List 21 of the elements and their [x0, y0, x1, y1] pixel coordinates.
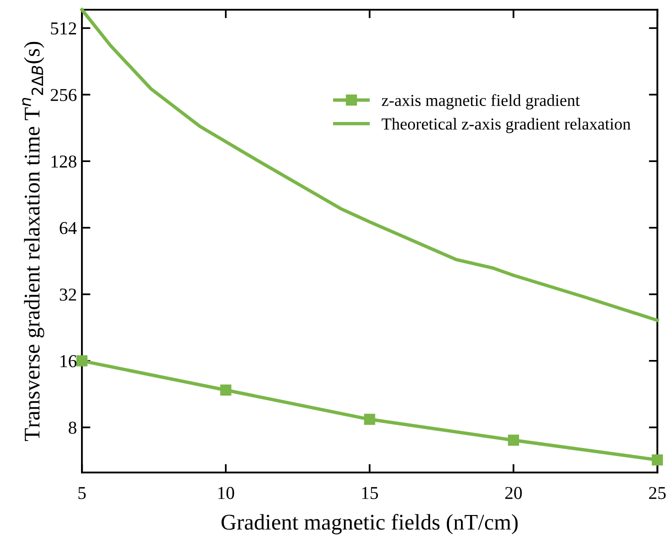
- legend-label: z-axis magnetic field gradient: [382, 94, 580, 110]
- y-tick-label: 512: [51, 22, 76, 35]
- x-axis-title: Gradient magnetic fields (nT/cm): [222, 514, 518, 534]
- y-axis-title: Transverse gradient relaxation time T$^{n}$$_{2ΔB}$(s): [22, 42, 44, 442]
- y-tick-label: 64: [60, 222, 77, 234]
- legend-label: Theoretical z-axis gradient relaxation: [382, 118, 631, 134]
- y-tick-label: 8: [68, 422, 76, 434]
- x-tick-label: 10: [218, 486, 234, 500]
- y-tick-label: 16: [60, 355, 77, 368]
- point: [76, 355, 88, 366]
- x-tick-label: 5: [78, 487, 86, 500]
- point: [220, 384, 232, 396]
- y-tick-label: 128: [52, 155, 76, 168]
- point: [652, 454, 663, 466]
- y-tick-label: 256: [50, 88, 77, 102]
- y-tick-label: 32: [60, 288, 76, 301]
- point: [508, 434, 520, 446]
- x-tick-label: 25: [649, 486, 666, 500]
- x-tick-label: 15: [362, 487, 378, 500]
- x-tick-label: 20: [505, 486, 522, 500]
- point: [364, 414, 376, 425]
